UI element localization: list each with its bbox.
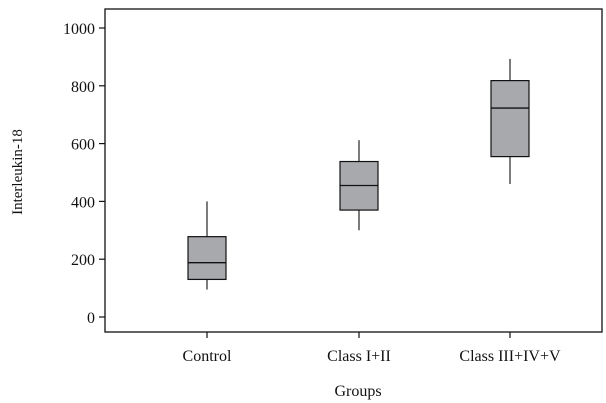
x-tick-label: Class I+II — [327, 348, 391, 365]
interquartile-box — [187, 236, 227, 281]
y-tick-label: 400 — [71, 194, 95, 211]
y-tick-label: 200 — [71, 252, 95, 269]
y-axis: 0 200 400 600 800 1000 — [63, 21, 105, 327]
x-axis-label: Groups — [334, 383, 381, 400]
box-3 — [490, 58, 530, 185]
y-tick-label: 600 — [71, 137, 95, 154]
y-tick-label: 0 — [87, 310, 95, 327]
plot-frame — [104, 8, 603, 333]
boxes-layer — [187, 58, 530, 290]
y-tick-label: 800 — [71, 79, 95, 96]
interquartile-box — [490, 79, 530, 158]
y-tick-label: 1000 — [63, 21, 95, 38]
x-tick-label: Class III+IV+V — [459, 348, 561, 365]
box-2 — [339, 140, 379, 231]
x-tick-label: Control — [183, 348, 232, 365]
y-axis-label: Interleukin-18 — [10, 129, 26, 215]
box-1 — [187, 201, 227, 290]
x-axis: Control Class I+II Class III+IV+V — [183, 332, 561, 365]
